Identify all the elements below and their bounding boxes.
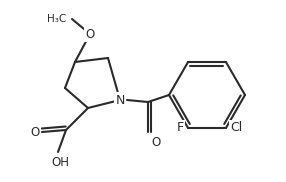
Text: O: O: [151, 136, 160, 149]
Text: O: O: [31, 126, 40, 139]
Text: F: F: [177, 121, 184, 134]
Text: Cl: Cl: [230, 121, 242, 134]
Text: H₃C: H₃C: [47, 14, 66, 24]
Text: OH: OH: [51, 156, 69, 169]
Text: O: O: [86, 27, 95, 41]
Text: N: N: [115, 94, 125, 106]
